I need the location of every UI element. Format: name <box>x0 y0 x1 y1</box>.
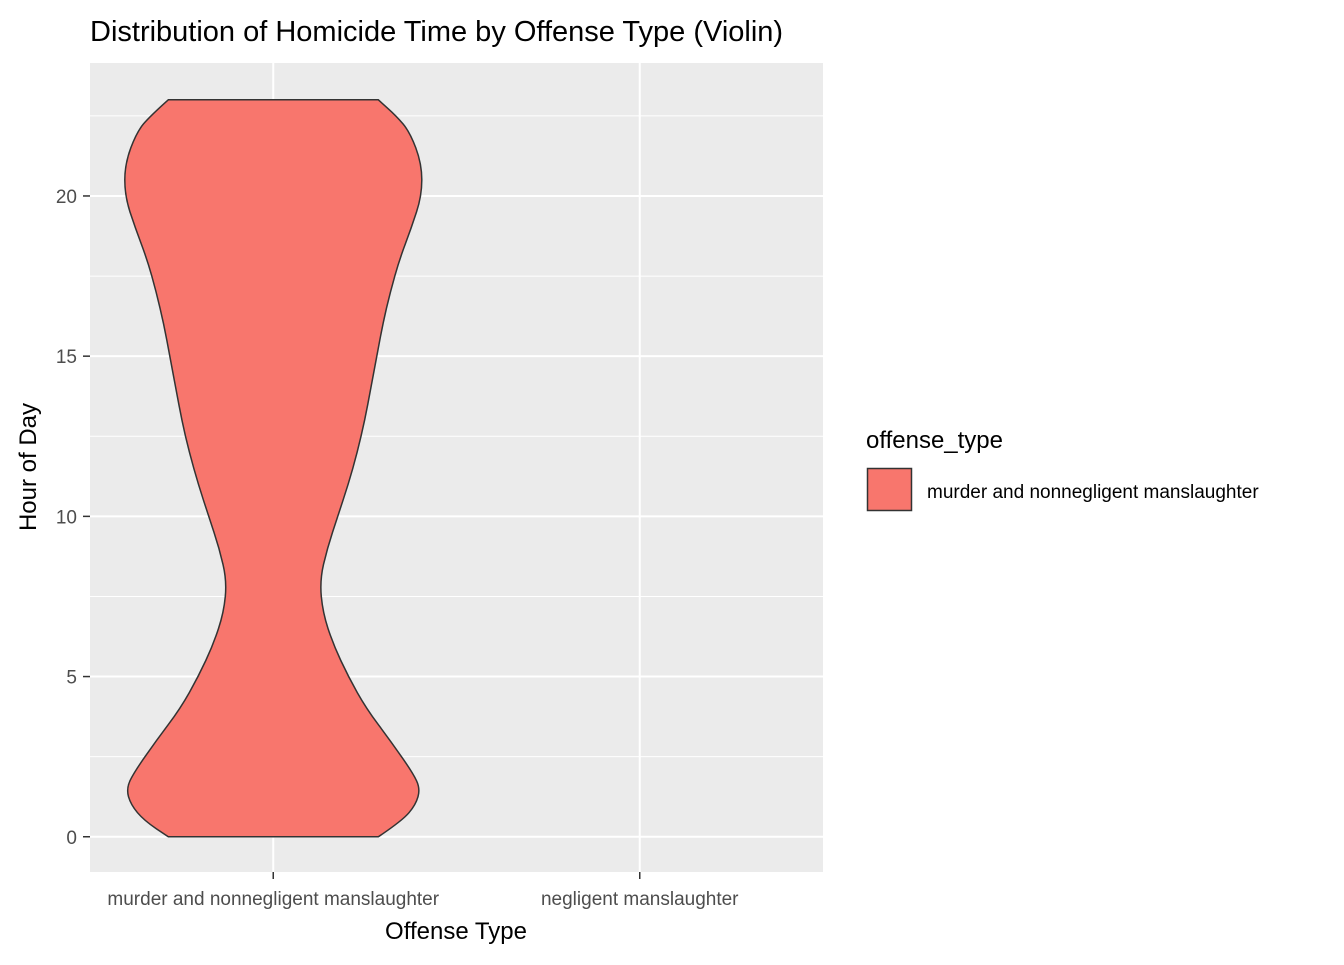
y-tick-label: 10 <box>56 507 77 528</box>
axis-layer: 0 5 10 15 20 murder and nonnegligent manslaug… <box>56 187 739 910</box>
legend-title: offense_type <box>866 427 1003 454</box>
violin-murder-and-nonnegligent-manslaughter <box>124 99 423 838</box>
y-tick-label: 15 <box>56 347 77 368</box>
legend-label-murder: murder and nonnegligent manslaughter <box>927 482 1259 503</box>
y-tick-label: 20 <box>56 187 77 208</box>
x-tick-label: murder and nonnegligent manslaughter <box>107 889 439 910</box>
legend: offense_type murder and nonnegligent man… <box>866 427 1259 512</box>
y-tick-label: 5 <box>66 668 77 689</box>
chart-title: Distribution of Homicide Time by Offense… <box>90 16 783 48</box>
y-tick-label: 0 <box>66 828 77 849</box>
violin-layer <box>124 99 423 838</box>
y-axis-title: Hour of Day <box>15 403 42 531</box>
x-axis-title: Offense Type <box>385 918 527 945</box>
legend-key-murder <box>866 467 913 512</box>
x-tick-label: negligent manslaughter <box>541 889 739 910</box>
